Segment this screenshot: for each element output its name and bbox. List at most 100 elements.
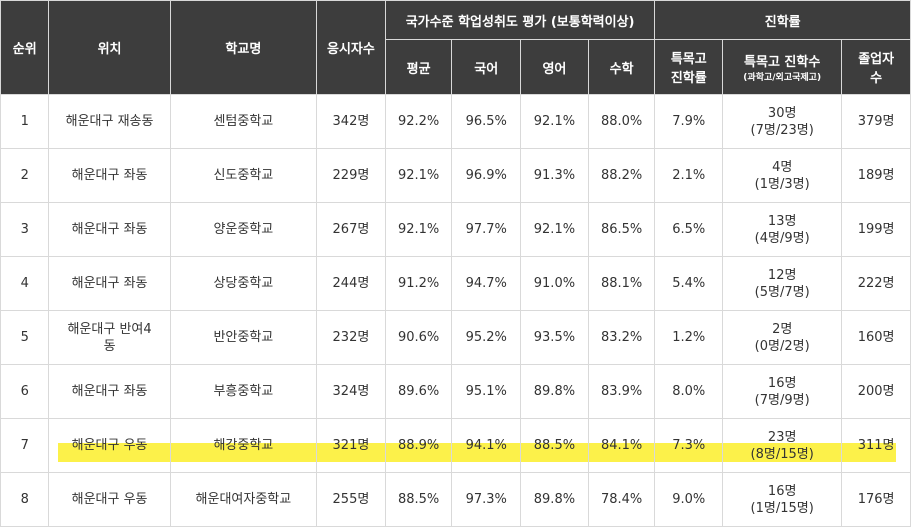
cell-location: 해운대구 우동	[48, 418, 171, 473]
cell-average: 88.9%	[384, 418, 453, 473]
cell-school: 신도중학교	[169, 148, 318, 203]
cell-special-count: 13명 (4명/9명)	[722, 202, 843, 257]
cell-examinees: 324명	[316, 364, 386, 419]
cell-rank: 8	[0, 472, 50, 527]
cell-special-rate-text: 7.3%	[672, 437, 706, 453]
cell-special-count-detail: (4명/9명)	[754, 230, 810, 246]
cell-school-text: 해강중학교	[213, 437, 274, 453]
cell-graduates: 160명	[841, 310, 911, 365]
header-row-2: 평균 국어 영어 수학 특목고 진학률 특목고 진학수 (과학고/외고국제고) …	[1, 39, 911, 95]
header-special-rate: 특목고 진학률	[654, 39, 724, 95]
cell-special-count: 2명 (0명/2명)	[722, 310, 843, 365]
cell-location: 해운대구 우동	[48, 472, 171, 527]
cell-graduates: 200명	[841, 364, 911, 419]
cell-location-text-line2: 동	[103, 338, 116, 354]
cell-math: 83.9%	[587, 364, 656, 419]
cell-location-text: 해운대구 좌동	[71, 167, 148, 183]
header-examinees: 응시자수	[316, 0, 386, 95]
cell-special-count: 12명 (5명/7명)	[722, 256, 843, 311]
cell-special-rate: 8.0%	[654, 364, 724, 419]
cell-special-count-total: 16명	[767, 375, 797, 391]
cell-examinees: 321명	[316, 418, 386, 473]
cell-school: 상당중학교	[169, 256, 318, 311]
cell-average: 90.6%	[384, 310, 453, 365]
cell-korean: 96.9%	[451, 148, 522, 203]
cell-math: 84.1%	[587, 418, 656, 473]
header-advancement-group: 진학률	[654, 0, 911, 40]
cell-korean: 94.1%	[451, 418, 522, 473]
cell-rank: 2	[0, 148, 50, 203]
cell-location-text: 해운대구 우동	[71, 437, 148, 453]
cell-math: 88.2%	[587, 148, 656, 203]
cell-examinees: 267명	[316, 202, 386, 257]
cell-special-rate: 1.2%	[654, 310, 724, 365]
cell-graduates: 311명	[841, 418, 911, 473]
cell-special-count: 16명 (1명/15명)	[722, 472, 843, 527]
cell-special-count-total: 4명	[772, 159, 793, 175]
cell-english: 91.0%	[520, 256, 589, 311]
cell-special-rate: 6.5%	[654, 202, 724, 257]
table-row-highlighted: 7 해운대구 우동 해강중학교 321명 88.9% 94.1% 88.5% 8…	[0, 418, 911, 473]
cell-special-count-total: 23명	[767, 429, 797, 445]
cell-special-rate: 7.3%	[654, 418, 724, 473]
table-row: 2 해운대구 좌동 신도중학교 229명 92.1% 96.9% 91.3% 8…	[0, 148, 911, 203]
cell-korean: 95.2%	[451, 310, 522, 365]
cell-rank: 5	[0, 310, 50, 365]
table-row: 3 해운대구 좌동 양운중학교 267명 92.1% 97.7% 92.1% 8…	[0, 202, 911, 257]
cell-location-text: 해운대구 재송동	[65, 113, 154, 129]
header-special-count: 특목고 진학수 (과학고/외고국제고)	[722, 39, 843, 95]
cell-korean: 95.1%	[451, 364, 522, 419]
cell-location-text: 해운대구 좌동	[71, 383, 148, 399]
cell-graduates: 199명	[841, 202, 911, 257]
header-special-count-line2: (과학고/외고국제고)	[743, 72, 822, 83]
header-english: 영어	[520, 39, 589, 95]
cell-school: 반안중학교	[169, 310, 318, 365]
cell-average: 92.1%	[384, 148, 453, 203]
header-school: 학교명	[169, 0, 318, 95]
cell-special-rate: 2.1%	[654, 148, 724, 203]
cell-english: 93.5%	[520, 310, 589, 365]
cell-special-count-total: 12명	[767, 267, 797, 283]
cell-school: 해강중학교	[169, 418, 318, 473]
cell-average: 88.5%	[384, 472, 453, 527]
header-graduates: 졸업자 수	[841, 39, 911, 95]
cell-special-count-total: 2명	[772, 321, 793, 337]
cell-examinees: 244명	[316, 256, 386, 311]
cell-english: 88.5%	[520, 418, 589, 473]
cell-average: 91.2%	[384, 256, 453, 311]
cell-special-count-detail: (8명/15명)	[750, 446, 814, 462]
header-location: 위치	[48, 0, 171, 95]
cell-special-count-detail: (5명/7명)	[754, 284, 810, 300]
cell-special-count-detail: (1명/15명)	[750, 500, 814, 516]
cell-average-text: 88.9%	[397, 437, 440, 453]
header-special-rate-line2: 진학률	[670, 71, 707, 86]
cell-rank: 6	[0, 364, 50, 419]
table-row: 1 해운대구 재송동 센텀중학교 342명 92.2% 96.5% 92.1% …	[0, 94, 911, 149]
cell-graduates-text: 311명	[857, 437, 895, 453]
cell-graduates: 379명	[841, 94, 911, 149]
cell-special-count-detail: (7명/9명)	[754, 392, 810, 408]
cell-special-count-detail: (0명/2명)	[754, 338, 810, 354]
cell-special-rate: 5.4%	[654, 256, 724, 311]
cell-english: 89.8%	[520, 472, 589, 527]
header-rank: 순위	[0, 0, 50, 95]
cell-graduates: 189명	[841, 148, 911, 203]
cell-examinees-text: 321명	[332, 437, 370, 453]
cell-rank: 7	[0, 418, 50, 473]
header-special-rate-line1: 특목고	[670, 52, 707, 67]
cell-rank: 1	[0, 94, 50, 149]
cell-graduates: 176명	[841, 472, 911, 527]
cell-math: 83.2%	[587, 310, 656, 365]
cell-english: 92.1%	[520, 202, 589, 257]
cell-korean: 96.5%	[451, 94, 522, 149]
cell-special-rate: 7.9%	[654, 94, 724, 149]
cell-location: 해운대구 재송동	[48, 94, 171, 149]
header-graduates-line2: 수	[870, 71, 883, 86]
cell-special-count-total: 13명	[767, 213, 797, 229]
cell-school: 부흥중학교	[169, 364, 318, 419]
header-korean: 국어	[451, 39, 522, 95]
cell-math: 78.4%	[587, 472, 656, 527]
cell-rank: 4	[0, 256, 50, 311]
cell-examinees: 342명	[316, 94, 386, 149]
table-row: 5 해운대구 반여4 동 반안중학교 232명 90.6% 95.2% 93.5…	[0, 310, 911, 365]
